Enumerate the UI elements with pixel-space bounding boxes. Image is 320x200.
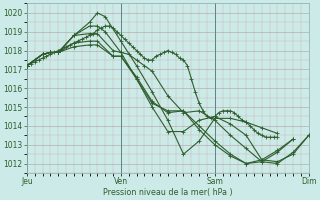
X-axis label: Pression niveau de la mer( hPa ): Pression niveau de la mer( hPa ): [103, 188, 233, 197]
